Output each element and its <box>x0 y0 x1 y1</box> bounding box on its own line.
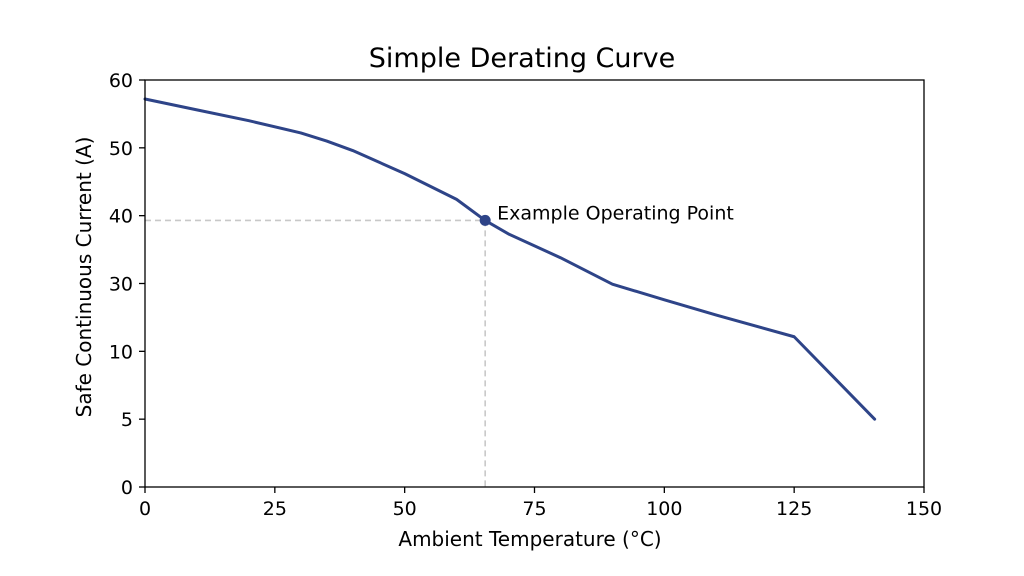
x-tick-label: 0 <box>139 498 151 520</box>
annotation-layer: Example Operating Point <box>479 202 734 226</box>
series-line <box>143 97 877 421</box>
x-tick-label: 25 <box>263 498 287 520</box>
x-tick-label: 150 <box>906 498 942 520</box>
plot-frame <box>144 79 925 488</box>
x-tick-label: 125 <box>776 498 812 520</box>
y-tick-label: 5 <box>121 409 133 431</box>
y-tick-label: 10 <box>109 341 133 363</box>
y-tick-label: 40 <box>109 206 133 228</box>
chart-title: Simple Derating Curve <box>369 43 675 74</box>
operating-point-marker <box>479 214 491 226</box>
reference-lines <box>145 219 486 487</box>
y-tick-label: 50 <box>109 138 133 160</box>
axes: 0 25 50 75 100 125 150 0 5 10 30 40 50 60 <box>109 70 942 520</box>
y-axis-label: Safe Continuous Current (A) <box>72 137 96 418</box>
x-tick-label: 100 <box>646 498 682 520</box>
y-tick-label: 60 <box>109 70 133 92</box>
operating-point-label: Example Operating Point <box>497 202 734 224</box>
series-layer <box>143 97 877 421</box>
y-tick-label: 0 <box>121 477 133 499</box>
x-tick-label: 75 <box>522 498 546 520</box>
y-tick-label: 30 <box>109 274 133 296</box>
x-axis-label: Ambient Temperature (°C) <box>398 527 661 551</box>
x-tick-label: 50 <box>393 498 417 520</box>
